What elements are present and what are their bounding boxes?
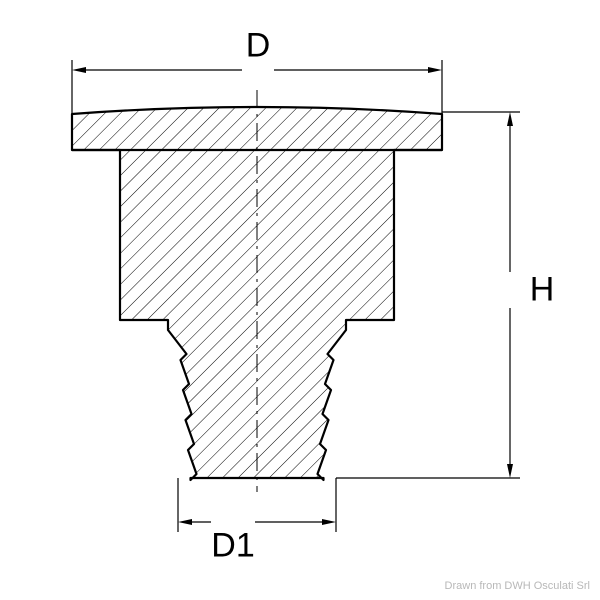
dimension-label-d1: D1 bbox=[211, 527, 254, 566]
credit-text: Drawn from DWH Osculati Srl bbox=[445, 580, 590, 592]
dimension-label-h: H bbox=[530, 271, 555, 310]
dimension-label-d: D bbox=[246, 27, 271, 66]
technical-drawing: D H D1 Drawn from DWH Osculati Srl bbox=[0, 0, 600, 600]
drawing-svg bbox=[0, 0, 600, 600]
